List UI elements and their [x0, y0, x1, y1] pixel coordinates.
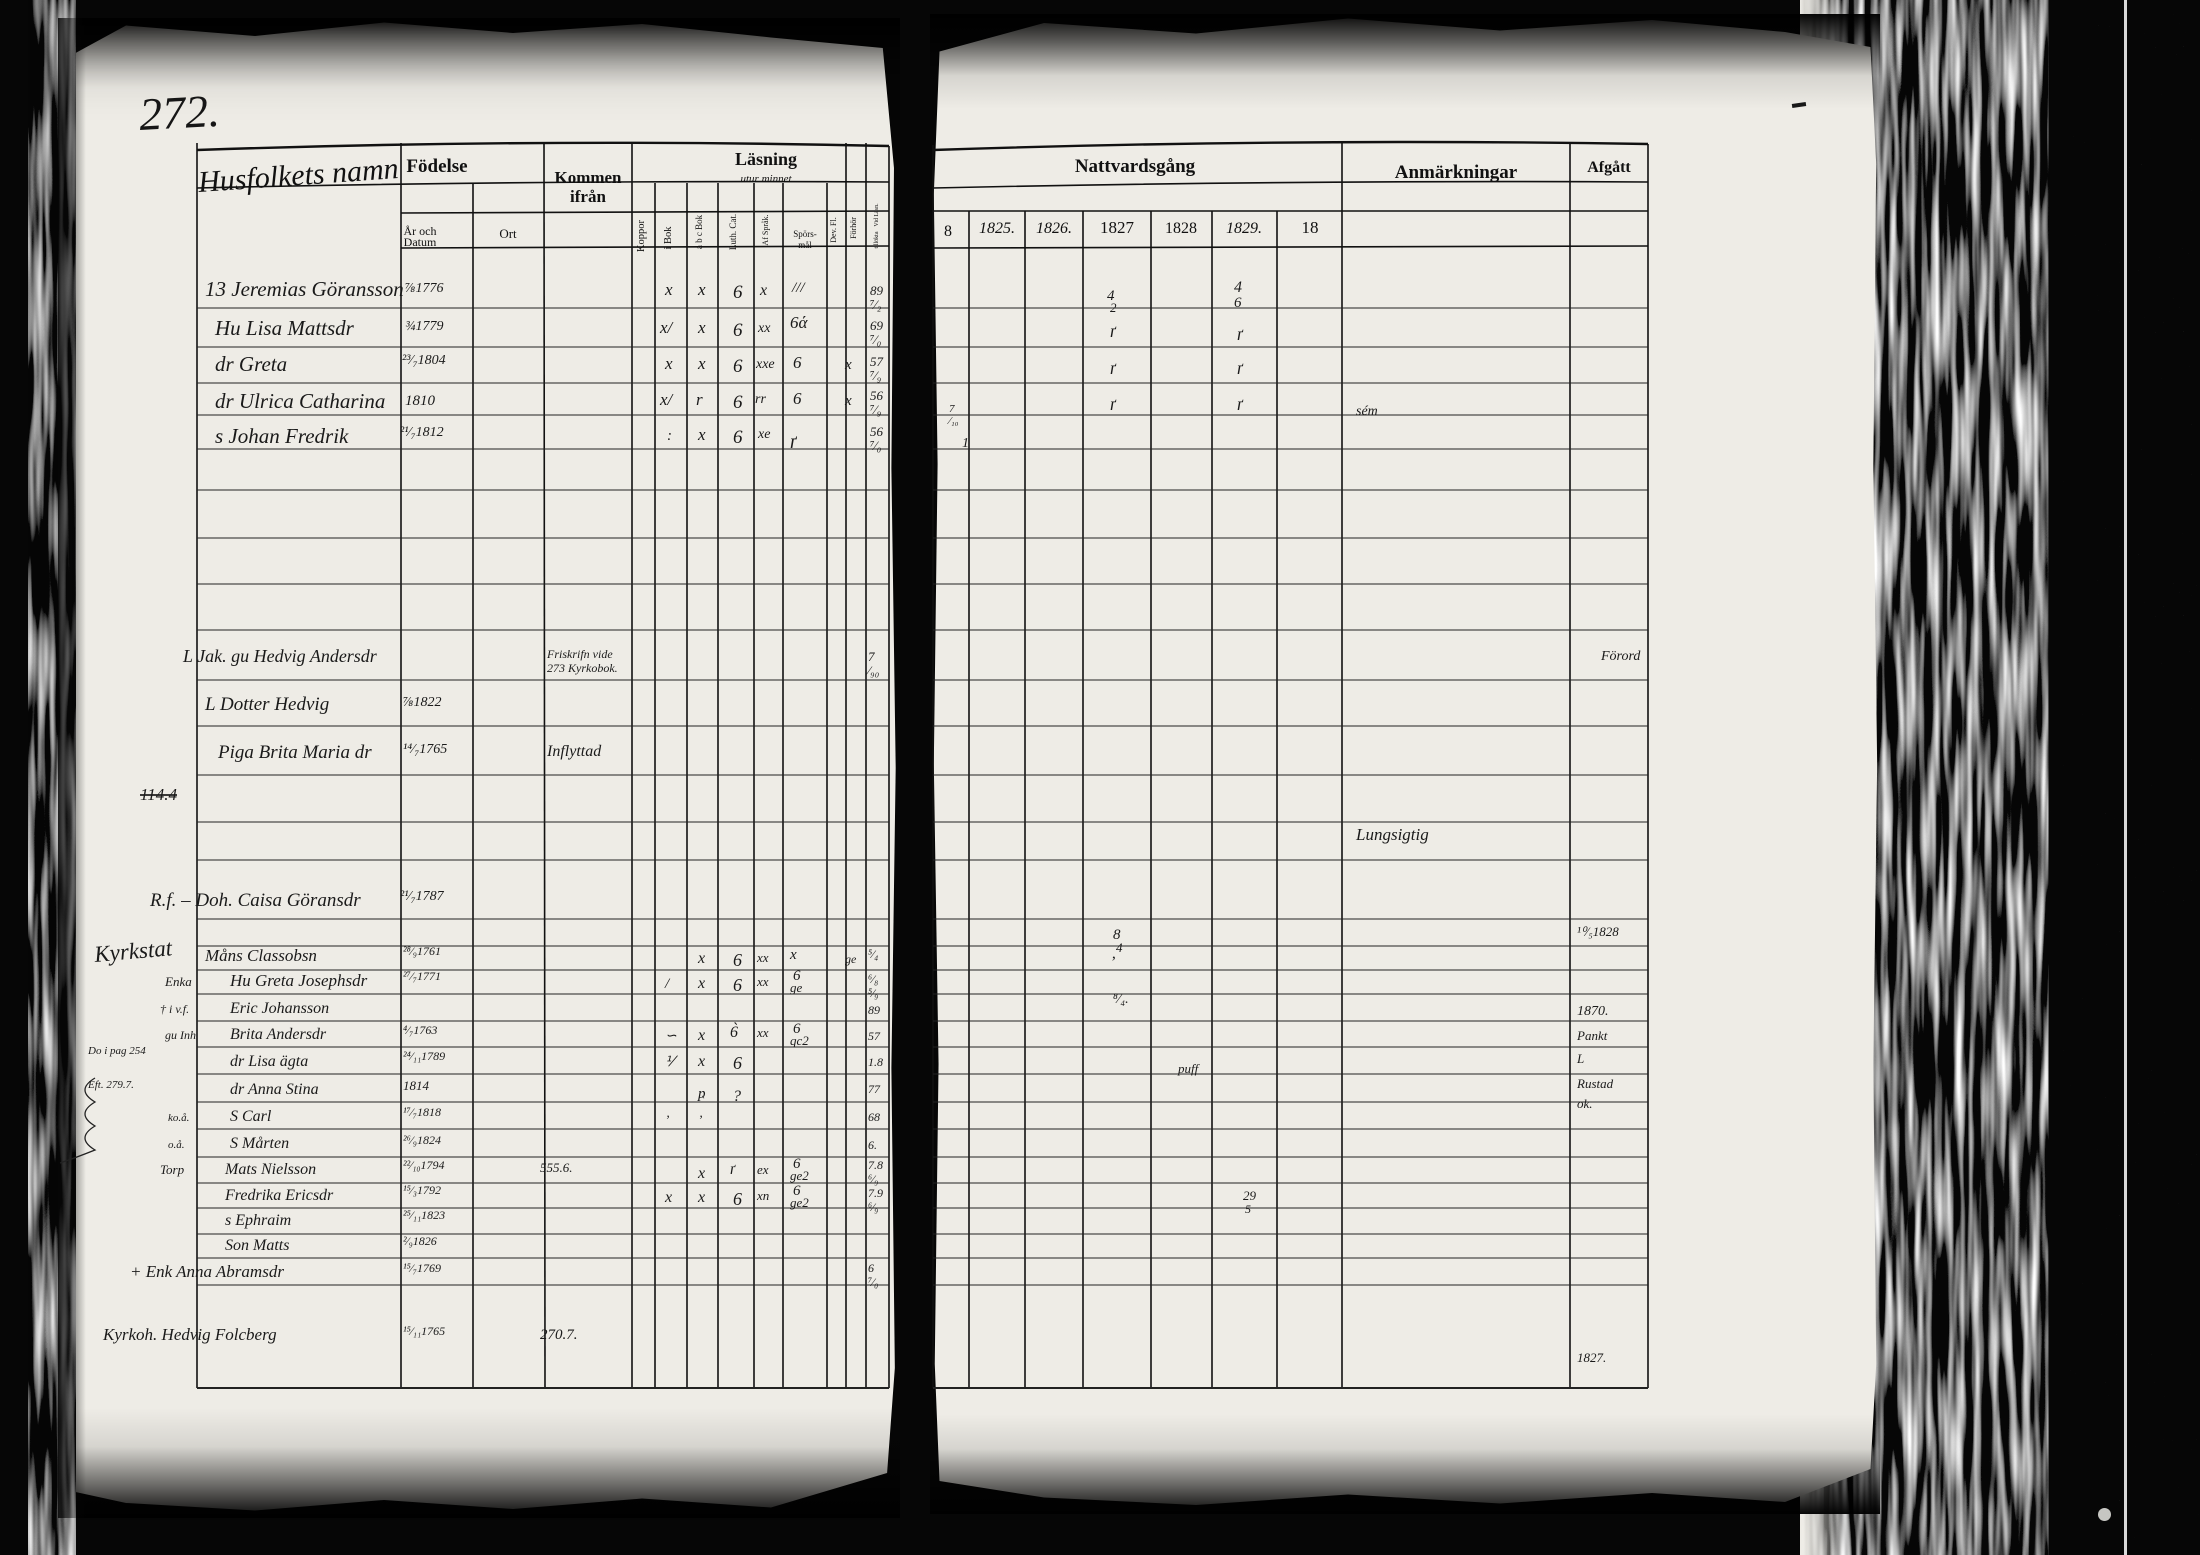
- svg-text:sém: sém: [1356, 404, 1378, 419]
- svg-text:1: 1: [962, 436, 969, 451]
- svg-text:ok.: ok.: [1577, 1096, 1593, 1111]
- svg-text:L: L: [1576, 1051, 1584, 1066]
- svg-text:ґ: ґ: [1110, 394, 1117, 414]
- svg-text:⁸⁄₄.: ⁸⁄₄.: [1113, 992, 1129, 1007]
- svg-text:5: 5: [1245, 1202, 1251, 1216]
- svg-text:1825.: 1825.: [979, 220, 1015, 237]
- svg-text:⁄₁₀: ⁄₁₀: [947, 415, 959, 427]
- svg-text:ґ: ґ: [1110, 358, 1117, 378]
- svg-text:1826.: 1826.: [1036, 220, 1072, 237]
- svg-text:18: 18: [1302, 218, 1319, 237]
- svg-text:ґ: ґ: [1237, 324, 1244, 344]
- svg-text:1870.: 1870.: [1577, 1004, 1609, 1019]
- svg-text:8: 8: [944, 223, 952, 240]
- svg-text:¹⁰⁄₅1828: ¹⁰⁄₅1828: [1577, 924, 1619, 939]
- svg-text:1829.: 1829.: [1226, 220, 1262, 237]
- svg-text:Afgått: Afgått: [1587, 159, 1631, 176]
- svg-text:29: 29: [1243, 1188, 1257, 1203]
- svg-text:4: 4: [1234, 279, 1242, 296]
- svg-text:1828: 1828: [1165, 220, 1197, 237]
- svg-text:Lungsigtig: Lungsigtig: [1355, 825, 1429, 844]
- svg-text:ґ: ґ: [1237, 358, 1244, 378]
- svg-text:1827.: 1827.: [1577, 1350, 1606, 1365]
- svg-text:Rustad: Rustad: [1576, 1076, 1614, 1091]
- svg-text:ґ: ґ: [1237, 394, 1244, 414]
- svg-text:4: 4: [1116, 940, 1123, 955]
- svg-text:Pankt: Pankt: [1576, 1028, 1608, 1043]
- svg-text:Förord: Förord: [1600, 649, 1641, 664]
- svg-text:1827: 1827: [1100, 218, 1135, 237]
- svg-text:6: 6: [1234, 295, 1242, 311]
- svg-text:’: ’: [1110, 954, 1115, 971]
- svg-text:Anmärkningar: Anmärkningar: [1395, 162, 1518, 183]
- svg-text:puff: puff: [1177, 1061, 1201, 1076]
- svg-text:ґ: ґ: [1110, 321, 1117, 341]
- svg-text:2: 2: [1110, 300, 1117, 315]
- svg-text:7: 7: [949, 403, 955, 415]
- svg-text:Nattvardsgång: Nattvardsgång: [1075, 156, 1196, 177]
